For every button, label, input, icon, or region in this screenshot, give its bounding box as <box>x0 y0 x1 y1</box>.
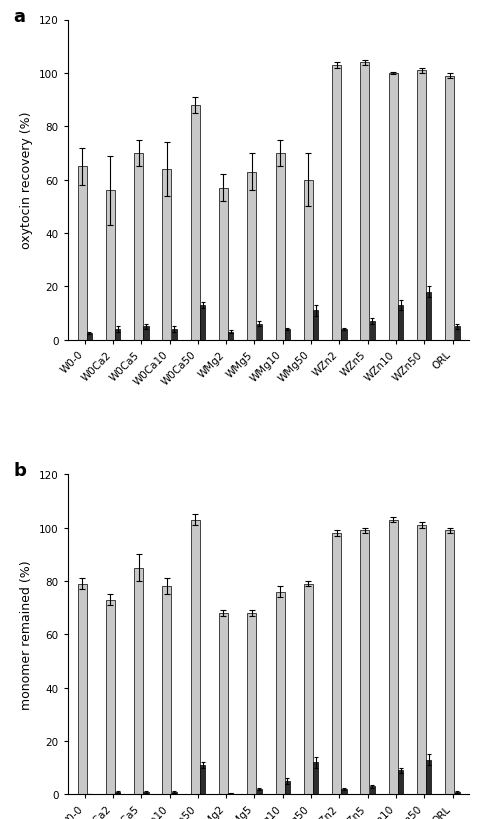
Bar <box>219 613 228 794</box>
Bar <box>304 180 313 340</box>
Bar <box>172 329 177 340</box>
Bar <box>106 600 115 794</box>
Bar <box>285 329 290 340</box>
Bar <box>163 586 171 794</box>
Bar <box>454 792 460 794</box>
Y-axis label: monomer remained (%): monomer remained (%) <box>20 560 33 709</box>
Bar <box>398 305 403 340</box>
Bar <box>370 322 375 340</box>
Bar <box>143 327 149 340</box>
Bar <box>275 154 285 340</box>
Bar <box>77 584 87 794</box>
Bar <box>285 781 290 794</box>
Bar <box>370 786 375 794</box>
Bar <box>398 771 403 794</box>
Bar <box>313 762 318 794</box>
Bar <box>342 789 347 794</box>
Bar <box>257 789 262 794</box>
Bar <box>77 167 87 340</box>
Bar <box>332 533 341 794</box>
Bar <box>454 327 460 340</box>
Y-axis label: oxytocin recovery (%): oxytocin recovery (%) <box>20 111 33 249</box>
Bar <box>143 792 149 794</box>
Bar <box>172 792 177 794</box>
Bar <box>247 613 257 794</box>
Bar <box>200 765 205 794</box>
Text: b: b <box>14 462 27 480</box>
Bar <box>257 324 262 340</box>
Bar <box>332 66 341 340</box>
Bar <box>163 170 171 340</box>
Bar <box>389 520 398 794</box>
Bar <box>106 191 115 340</box>
Bar <box>361 531 369 794</box>
Bar <box>445 531 454 794</box>
Bar <box>228 333 233 340</box>
Bar <box>228 793 233 794</box>
Bar <box>134 568 143 794</box>
Bar <box>115 792 120 794</box>
Bar <box>426 760 431 794</box>
Bar <box>445 76 454 340</box>
Bar <box>247 172 257 340</box>
Text: a: a <box>14 7 26 25</box>
Bar <box>361 63 369 340</box>
Bar <box>417 525 426 794</box>
Bar <box>426 292 431 340</box>
Bar <box>115 329 120 340</box>
Bar <box>313 311 318 340</box>
Bar <box>219 188 228 340</box>
Bar <box>191 520 200 794</box>
Bar <box>134 154 143 340</box>
Bar <box>191 106 200 340</box>
Bar <box>342 329 347 340</box>
Bar <box>200 305 205 340</box>
Bar <box>417 71 426 340</box>
Bar <box>87 333 92 340</box>
Bar <box>275 592 285 794</box>
Bar <box>389 74 398 340</box>
Bar <box>304 584 313 794</box>
